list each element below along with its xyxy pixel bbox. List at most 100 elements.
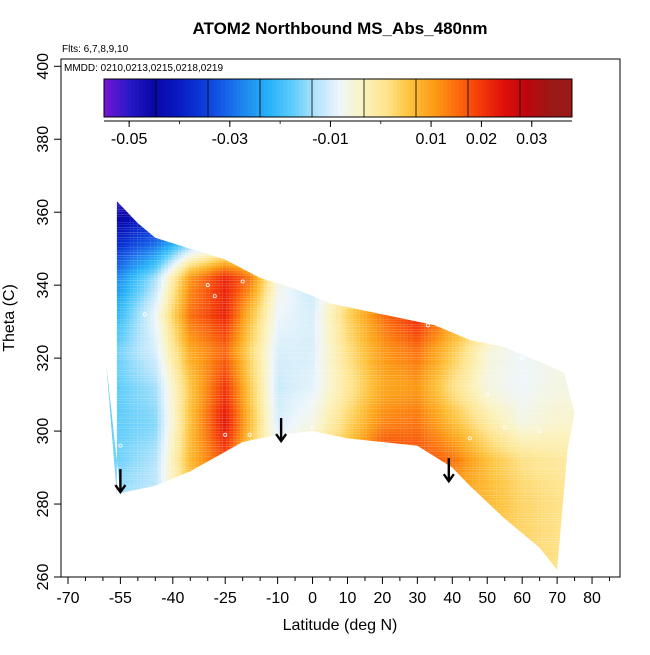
heat-cell [116,291,121,294]
heat-cell [205,296,210,299]
heat-cell [178,337,182,340]
heat-cell [164,314,169,317]
heat-cell [130,275,134,279]
heat-cell [195,360,199,363]
heat-cell [126,283,131,286]
heat-cell [202,245,206,248]
heat-cell [103,434,107,437]
heat-cell [174,245,179,248]
heat-cell [161,232,165,235]
heat-cell [198,436,203,440]
heat-cell [126,372,131,376]
heat-cell [202,411,206,414]
heat-cell [113,291,117,294]
heat-cell [209,400,213,404]
heat-cell [140,214,145,217]
heat-cell [130,224,134,228]
heat-cell [133,444,138,447]
heat-cell [191,393,196,396]
heat-cell [154,510,158,514]
heat-cell [212,308,216,312]
heat-cell [109,497,114,501]
heat-cell [154,536,158,539]
heat-cell [205,250,210,253]
heat-cell [130,217,134,220]
heat-cell [130,197,134,200]
heat-cell [185,393,189,396]
heat-cell [123,301,127,304]
heat-cell [188,377,192,381]
heat-cell [209,492,213,496]
heat-cell [191,362,196,365]
heat-cell [147,520,151,524]
heat-cell [174,283,179,286]
heat-cell [212,490,216,493]
heat-cell [199,194,203,197]
heat-cell [147,502,151,506]
heat-cell [154,515,158,519]
heat-cell [109,520,114,524]
heat-cell [171,245,175,248]
heat-cell [161,191,165,194]
heat-cell [209,385,213,388]
heat-cell [133,559,138,562]
heat-cell [126,528,131,531]
heat-cell [185,431,189,434]
heat-cell [144,237,148,240]
heat-cell [140,301,145,304]
heat-cell [147,283,151,286]
heat-cell [198,426,203,429]
heat-cell [174,288,179,291]
heat-cell [150,451,155,455]
heat-cell [103,311,107,314]
heat-cell [202,472,206,475]
heat-cell [103,541,107,544]
heat-cell [147,564,151,567]
heat-cell [120,382,124,386]
heat-cell [178,554,182,557]
heat-cell [150,472,155,475]
heat-cell [174,360,179,363]
heat-cell [202,390,206,394]
heat-cell [137,372,141,376]
heat-cell [126,365,131,368]
heat-cell [164,566,169,570]
heat-cell [178,451,182,455]
heat-cell [140,278,145,281]
chart-title: ATOM2 Northbound MS_Abs_480nm [192,19,487,38]
heat-cell [147,513,151,516]
heat-cell [113,538,117,542]
heat-cell [195,457,199,460]
heat-cell [171,515,175,519]
heat-cell [133,308,138,312]
heat-cell [123,405,127,409]
heat-cell [198,349,203,353]
heat-cell [144,421,148,424]
heat-cell [147,480,151,483]
heat-cell [126,459,131,462]
heat-cell [130,278,134,281]
heat-cell [168,405,172,409]
heat-cell [157,285,162,289]
heat-cell [150,554,155,557]
heat-cell [123,457,127,460]
heat-cell [154,219,158,222]
heat-cell [198,477,203,480]
heat-cell [157,464,162,468]
heat-cell [130,375,134,378]
heat-cell [130,436,134,440]
heat-cell [150,214,155,217]
heat-cell [161,561,165,565]
heat-cell [178,367,182,371]
heat-cell [123,382,127,386]
heat-cell [185,303,189,307]
heat-cell [181,485,186,488]
heat-cell [120,533,124,537]
heat-cell [106,194,110,197]
heat-cell [124,189,128,192]
heat-cell [116,428,121,432]
heat-cell [209,283,213,286]
heat-cell [164,395,169,399]
heat-cell [157,365,162,368]
heat-cell [113,411,117,414]
